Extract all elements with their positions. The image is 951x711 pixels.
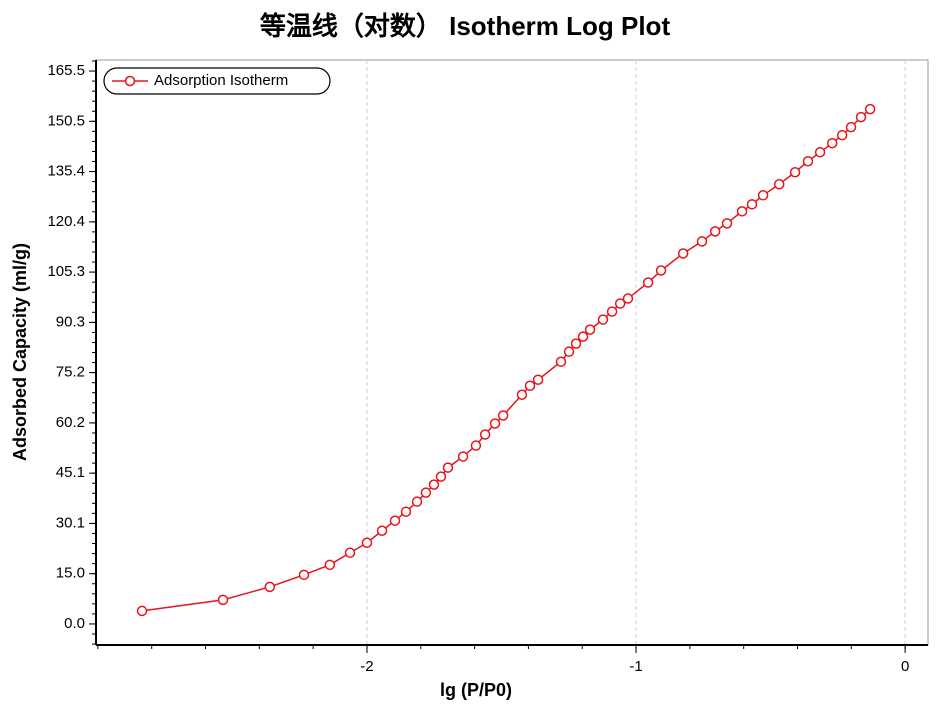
data-point <box>614 298 626 309</box>
y-tick-label: 105.3 <box>47 263 85 280</box>
data-point <box>570 338 582 349</box>
data-point <box>344 547 356 559</box>
data-point <box>789 167 801 178</box>
data-point <box>376 525 388 536</box>
data-point <box>479 429 491 440</box>
plot-frame <box>95 59 929 646</box>
data-point <box>655 265 667 276</box>
data-point <box>709 226 721 237</box>
data-point <box>264 581 276 593</box>
data-point <box>532 374 544 385</box>
y-axis-label: Adsorbed Capacity (ml/g) <box>10 243 30 461</box>
data-point <box>442 462 454 473</box>
data-point <box>489 418 501 429</box>
data-point <box>773 179 785 190</box>
data-point <box>836 129 848 141</box>
data-point <box>389 515 401 526</box>
y-tick-label: 75.2 <box>56 364 85 381</box>
data-point <box>826 137 838 149</box>
data-point <box>497 410 509 421</box>
series-line <box>141 108 871 612</box>
x-tick-label: -2 <box>360 658 373 675</box>
data-point <box>597 314 609 325</box>
legend-box <box>103 67 331 95</box>
data-point <box>136 605 148 617</box>
data-point <box>524 380 536 391</box>
data-point <box>555 356 567 367</box>
legend-label: Adsorption Isotherm <box>154 72 288 89</box>
data-point <box>696 236 708 247</box>
data-point <box>411 496 423 507</box>
y-tick-label: 135.4 <box>47 163 85 180</box>
y-tick-label: 30.1 <box>56 514 85 531</box>
chart-title: 等温线（对数） Isotherm Log Plot <box>260 11 671 41</box>
y-tick-label: 165.5 <box>47 62 85 79</box>
y-tick-label: 90.3 <box>56 313 85 330</box>
y-tick-label: 60.2 <box>56 414 85 431</box>
data-point <box>563 346 575 357</box>
x-tick-label: 0 <box>901 658 909 675</box>
data-point <box>584 324 596 335</box>
data-point <box>677 248 689 259</box>
data-point <box>606 306 618 317</box>
y-tick-label: 150.5 <box>47 112 85 129</box>
data-point <box>855 111 867 123</box>
y-tick-label: 15.0 <box>56 565 85 582</box>
data-point <box>802 155 814 167</box>
data-point <box>736 206 748 217</box>
data-point <box>324 559 336 571</box>
data-point <box>757 190 769 201</box>
data-point <box>577 331 589 342</box>
data-point <box>516 389 528 401</box>
data-point <box>420 487 432 498</box>
y-tick-label: 120.4 <box>47 213 85 230</box>
data-point <box>721 218 733 229</box>
data-point <box>457 451 469 462</box>
data-point <box>428 479 440 490</box>
y-tick-label: 45.1 <box>56 464 85 481</box>
data-point <box>864 103 876 115</box>
data-point <box>217 594 229 606</box>
data-point <box>746 199 758 210</box>
data-point <box>642 277 654 288</box>
data-point <box>814 146 826 158</box>
x-tick-label: -1 <box>629 658 642 675</box>
data-point <box>622 293 634 304</box>
data-point <box>298 569 310 581</box>
data-point <box>470 440 482 451</box>
data-point <box>435 471 447 482</box>
x-axis-label: lg (P/P0) <box>440 680 512 700</box>
data-point <box>845 121 857 133</box>
y-tick-label: 0.0 <box>64 615 85 632</box>
data-point <box>400 506 412 517</box>
data-point <box>361 537 373 549</box>
legend-marker <box>124 75 136 87</box>
